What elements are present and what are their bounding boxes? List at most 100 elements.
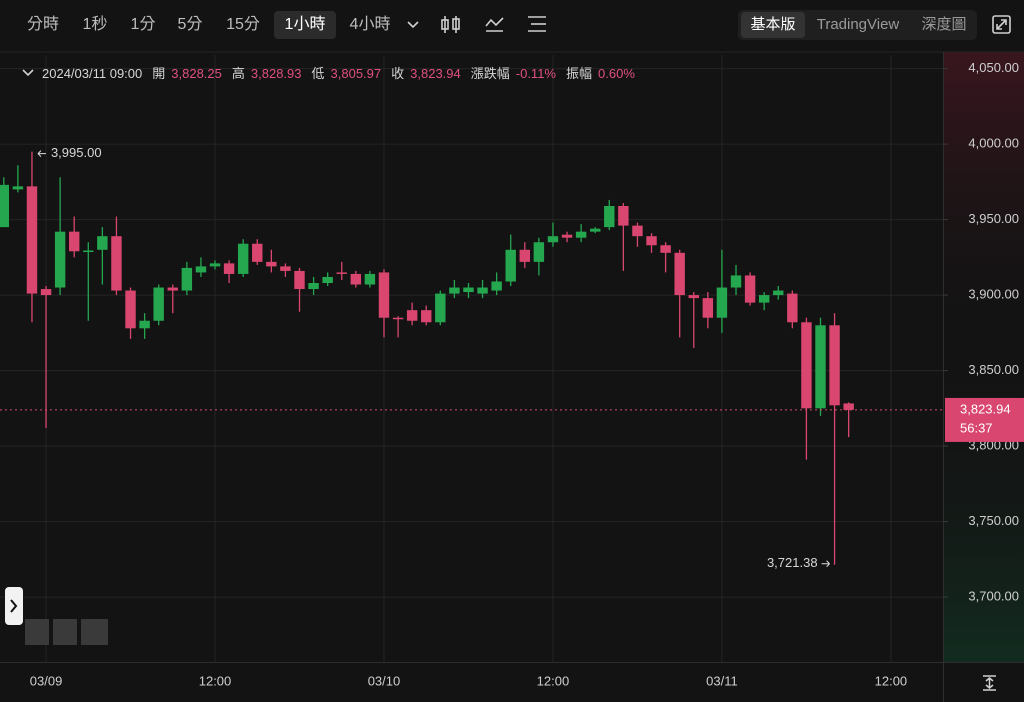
- candles: [0, 151, 854, 565]
- settings-icon[interactable]: [528, 16, 546, 32]
- candle-body: [758, 295, 770, 303]
- candle-body: [815, 325, 826, 409]
- x-tick-label: 12:00: [875, 673, 908, 688]
- header-collapse[interactable]: [22, 69, 34, 77]
- candle-body: [829, 325, 840, 406]
- candle-body: [54, 231, 66, 288]
- candle-body: [604, 205, 615, 228]
- candle-body: [505, 249, 516, 282]
- low-arrow: [821, 560, 830, 568]
- candle-body: [561, 234, 573, 238]
- header-label: 開: [152, 66, 165, 81]
- candle-body: [378, 272, 390, 318]
- candle-body: [308, 283, 319, 290]
- header-value: 3,828.25: [171, 66, 222, 81]
- view-tab[interactable]: 深度圖: [921, 16, 966, 33]
- header-value: 0.60%: [598, 66, 635, 81]
- interval-dropdown[interactable]: [407, 21, 419, 29]
- y-tick-label: 3,900.00: [968, 287, 1019, 302]
- candle-body: [266, 261, 277, 267]
- candle-body: [252, 243, 263, 262]
- x-tick-label: 03/11: [706, 673, 738, 688]
- y-tick-label: 4,000.00: [968, 136, 1019, 151]
- ohlc-header: 2024/03/11 09:00 開 3,828.25 高 3,828.93 低 3,805…: [42, 66, 635, 81]
- price-tag-countdown: 56:37: [960, 420, 993, 435]
- candle-body: [702, 298, 714, 318]
- candle-body: [364, 273, 376, 285]
- header-label: 高: [232, 66, 245, 81]
- candle-body: [547, 236, 559, 243]
- candle-body: [843, 403, 854, 410]
- candle-body: [787, 293, 798, 323]
- candle-body: [421, 310, 432, 323]
- candle-type-icon[interactable]: [441, 16, 460, 33]
- candle-body: [181, 267, 193, 291]
- candle-body: [12, 186, 24, 190]
- candle-body: [237, 243, 249, 274]
- y-tick-label: 4,050.00: [968, 60, 1019, 75]
- y-tick-label: 3,750.00: [968, 513, 1019, 528]
- high-label: 3,995.00: [51, 145, 102, 160]
- side-panel-button[interactable]: [5, 587, 23, 625]
- candle-body: [0, 184, 10, 228]
- x-tick-label: 03/09: [30, 673, 63, 688]
- candle-body: [209, 263, 221, 267]
- candle-body: [575, 231, 587, 238]
- candle-body: [280, 266, 291, 271]
- view-tab[interactable]: TradingView: [817, 16, 900, 33]
- candle-body: [589, 228, 601, 232]
- candle-body: [336, 272, 347, 274]
- candle-body: [294, 270, 305, 290]
- interval-tab[interactable]: 5分: [178, 15, 203, 33]
- view-selected-bg: [741, 12, 805, 38]
- candle-body: [195, 266, 207, 273]
- candle-body: [773, 290, 784, 296]
- candle-body: [322, 276, 333, 284]
- header-value: -0.11%: [516, 66, 557, 81]
- candle-body: [125, 290, 136, 329]
- axis-tint: [944, 52, 1024, 663]
- y-tick-label: 3,700.00: [968, 589, 1019, 604]
- y-tick-label: 3,850.00: [968, 362, 1019, 377]
- x-tick-label: 12:00: [199, 673, 232, 688]
- candle-body: [533, 242, 545, 262]
- interval-tab[interactable]: 1小時: [285, 15, 326, 33]
- header-label: 漲跌幅: [471, 66, 510, 81]
- candle-body: [68, 231, 80, 252]
- interval-tab[interactable]: 1分: [131, 15, 156, 33]
- fullscreen-icon[interactable]: [992, 15, 1011, 34]
- candle-body: [674, 252, 685, 296]
- indicator-icon[interactable]: [485, 17, 504, 32]
- interval-tab[interactable]: 1秒: [83, 15, 108, 33]
- candle-body: [716, 287, 728, 318]
- y-tick-label: 3,950.00: [968, 211, 1019, 226]
- candle-body: [26, 186, 38, 294]
- candle-body: [111, 236, 122, 291]
- candle-body: [477, 287, 488, 294]
- candle-body: [744, 275, 756, 303]
- header-label: 收: [391, 66, 404, 81]
- interval-selected-bg: [274, 11, 336, 39]
- view-tab[interactable]: 基本版: [750, 16, 795, 33]
- header-label: 低: [312, 66, 325, 81]
- candle-body: [519, 249, 531, 262]
- interval-tab[interactable]: 15分: [226, 15, 260, 33]
- interval-tab[interactable]: 4小時: [350, 15, 391, 33]
- candle-body: [167, 287, 178, 291]
- reset-scale-icon[interactable]: [983, 675, 996, 691]
- interval-tab[interactable]: 分時: [27, 15, 59, 33]
- candle-body: [801, 322, 812, 409]
- candle-body: [153, 287, 164, 321]
- candle-body: [435, 293, 446, 323]
- candle-body: [660, 245, 671, 253]
- price-tag-price: 3,823.94: [960, 401, 1011, 416]
- candle-body: [730, 275, 742, 288]
- candle-body: [350, 273, 362, 285]
- header-value: 3,805.97: [331, 66, 382, 81]
- header-time: 2024/03/11 09:00: [42, 66, 142, 81]
- price-tag: [945, 397, 1024, 442]
